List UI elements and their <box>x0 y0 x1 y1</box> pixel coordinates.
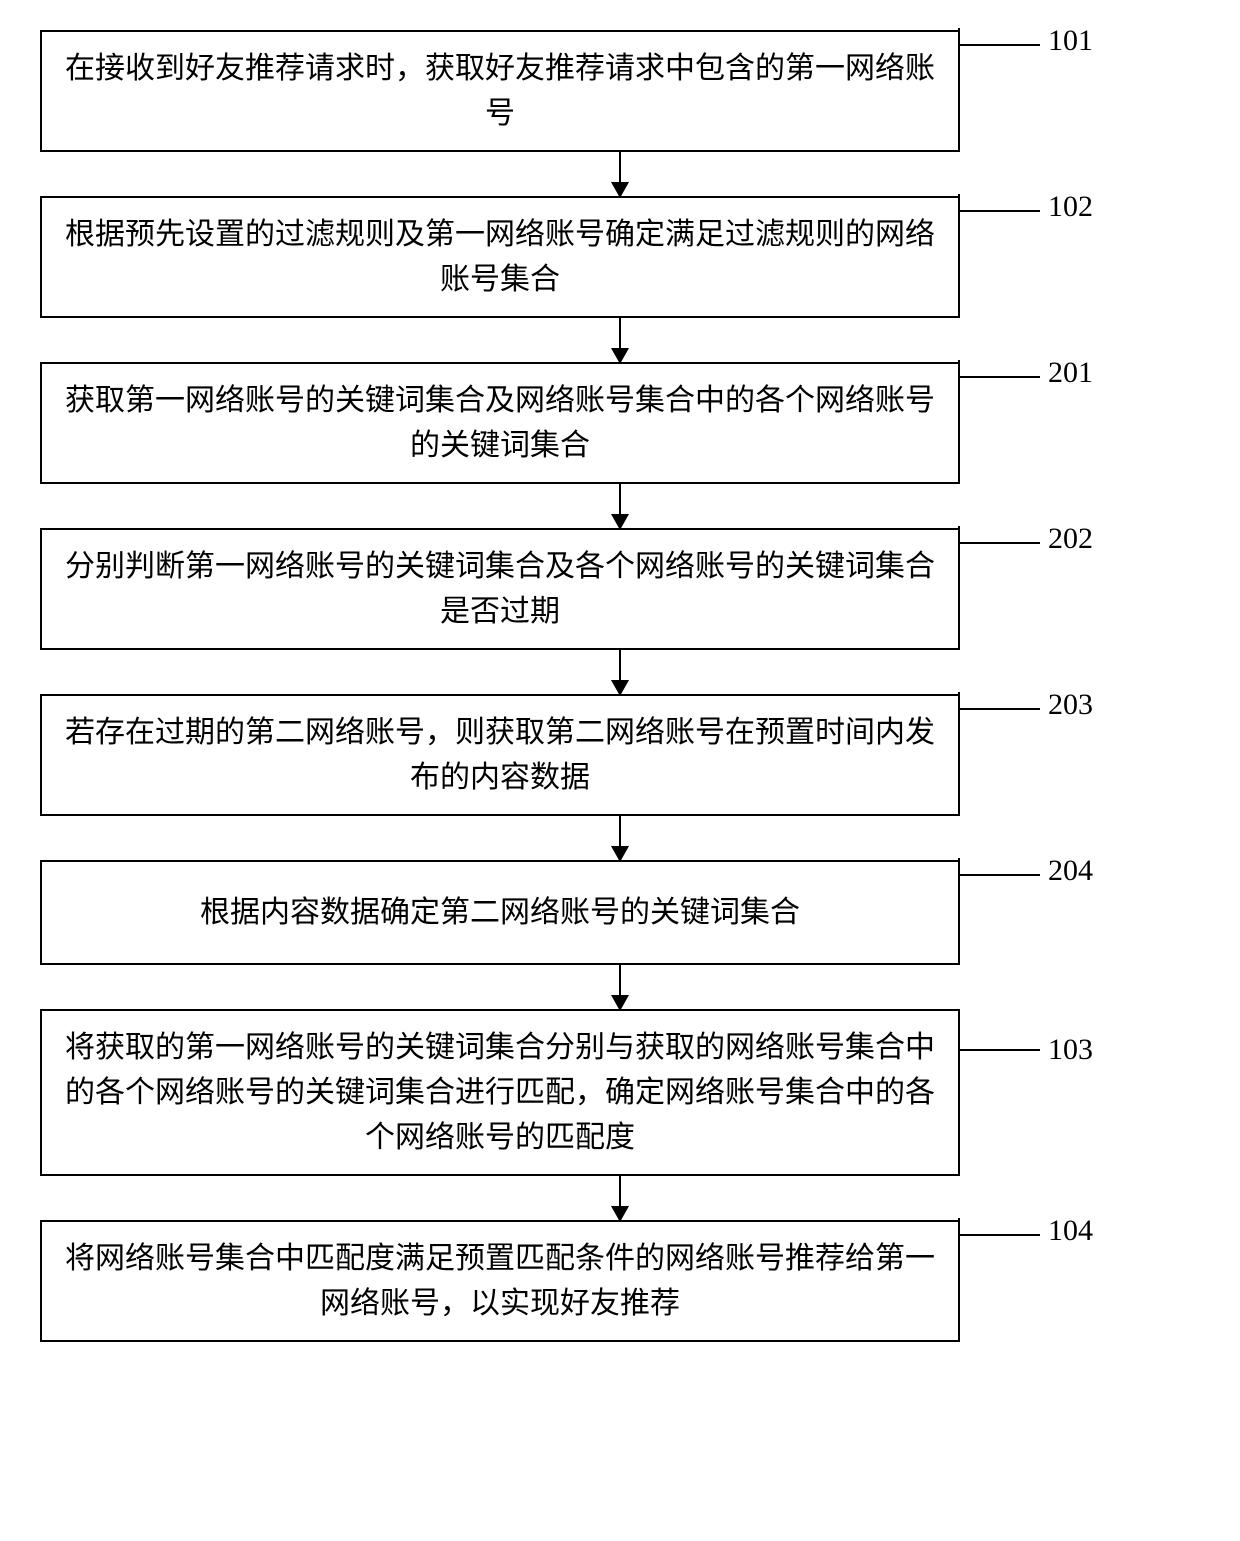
label-connector <box>960 542 1040 602</box>
step-box: 分别判断第一网络账号的关键词集合及各个网络账号的关键词集合是否过期 <box>40 528 960 650</box>
flowchart-step: 分别判断第一网络账号的关键词集合及各个网络账号的关键词集合是否过期 202 <box>40 528 1200 650</box>
flowchart-step: 获取第一网络账号的关键词集合及网络账号集合中的各个网络账号的关键词集合 201 <box>40 362 1200 484</box>
label-connector <box>960 1049 1040 1109</box>
step-label: 201 <box>1048 356 1093 390</box>
arrow-down-icon <box>619 650 622 694</box>
arrow-container <box>160 1176 1080 1220</box>
label-connector <box>960 1234 1040 1294</box>
arrow-container <box>160 816 1080 860</box>
step-label: 103 <box>1048 1033 1093 1067</box>
arrow-container <box>160 318 1080 362</box>
arrow-container <box>160 152 1080 196</box>
step-label: 102 <box>1048 190 1093 224</box>
arrow-down-icon <box>619 152 622 196</box>
step-label: 101 <box>1048 24 1093 58</box>
arrow-down-icon <box>619 318 622 362</box>
step-text: 将网络账号集合中匹配度满足预置匹配条件的网络账号推荐给第一网络账号，以实现好友推… <box>65 1242 935 1320</box>
label-connector <box>960 708 1040 768</box>
step-text: 获取第一网络账号的关键词集合及网络账号集合中的各个网络账号的关键词集合 <box>65 384 935 462</box>
step-label: 104 <box>1048 1214 1093 1248</box>
arrow-down-icon <box>619 484 622 528</box>
step-text: 根据预先设置的过滤规则及第一网络账号确定满足过滤规则的网络账号集合 <box>65 218 935 296</box>
step-label: 202 <box>1048 522 1093 556</box>
flowchart-step: 将网络账号集合中匹配度满足预置匹配条件的网络账号推荐给第一网络账号，以实现好友推… <box>40 1220 1200 1342</box>
step-text: 根据内容数据确定第二网络账号的关键词集合 <box>200 896 800 929</box>
step-box: 根据预先设置的过滤规则及第一网络账号确定满足过滤规则的网络账号集合 <box>40 196 960 318</box>
flowchart-step: 根据预先设置的过滤规则及第一网络账号确定满足过滤规则的网络账号集合 102 <box>40 196 1200 318</box>
step-box: 根据内容数据确定第二网络账号的关键词集合 <box>40 860 960 965</box>
step-text: 在接收到好友推荐请求时，获取好友推荐请求中包含的第一网络账号 <box>65 52 935 130</box>
label-connector <box>960 376 1040 436</box>
label-connector <box>960 874 1040 934</box>
step-label: 203 <box>1048 688 1093 722</box>
step-box: 在接收到好友推荐请求时，获取好友推荐请求中包含的第一网络账号 <box>40 30 960 152</box>
arrow-down-icon <box>619 965 622 1009</box>
step-box: 将网络账号集合中匹配度满足预置匹配条件的网络账号推荐给第一网络账号，以实现好友推… <box>40 1220 960 1342</box>
step-text: 将获取的第一网络账号的关键词集合分别与获取的网络账号集合中的各个网络账号的关键词… <box>65 1031 935 1154</box>
step-text: 分别判断第一网络账号的关键词集合及各个网络账号的关键词集合是否过期 <box>65 550 935 628</box>
arrow-container <box>160 484 1080 528</box>
arrow-container <box>160 965 1080 1009</box>
flowchart-step: 若存在过期的第二网络账号，则获取第二网络账号在预置时间内发布的内容数据 203 <box>40 694 1200 816</box>
step-text: 若存在过期的第二网络账号，则获取第二网络账号在预置时间内发布的内容数据 <box>65 716 935 794</box>
step-box: 获取第一网络账号的关键词集合及网络账号集合中的各个网络账号的关键词集合 <box>40 362 960 484</box>
label-connector <box>960 210 1040 270</box>
arrow-down-icon <box>619 1176 622 1220</box>
arrow-down-icon <box>619 816 622 860</box>
label-connector <box>960 44 1040 104</box>
flowchart-step: 将获取的第一网络账号的关键词集合分别与获取的网络账号集合中的各个网络账号的关键词… <box>40 1009 1200 1176</box>
step-label: 204 <box>1048 854 1093 888</box>
flowchart-step: 在接收到好友推荐请求时，获取好友推荐请求中包含的第一网络账号 101 <box>40 30 1200 152</box>
arrow-container <box>160 650 1080 694</box>
flowchart-container: 在接收到好友推荐请求时，获取好友推荐请求中包含的第一网络账号 101 根据预先设… <box>40 30 1200 1342</box>
step-box: 若存在过期的第二网络账号，则获取第二网络账号在预置时间内发布的内容数据 <box>40 694 960 816</box>
flowchart-step: 根据内容数据确定第二网络账号的关键词集合 204 <box>40 860 1200 965</box>
step-box: 将获取的第一网络账号的关键词集合分别与获取的网络账号集合中的各个网络账号的关键词… <box>40 1009 960 1176</box>
